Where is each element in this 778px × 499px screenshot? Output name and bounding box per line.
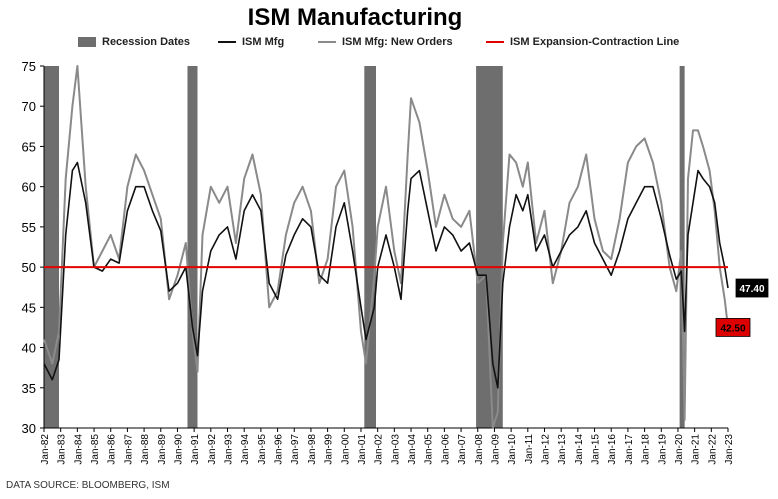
end-label-1: 42.50	[720, 323, 745, 334]
x-tick-label-15: Jan-97	[290, 434, 301, 465]
legend-item-expansion-line: ISM Expansion-Contraction Line	[486, 36, 679, 48]
legend-item-recession: Recession Dates	[78, 36, 190, 48]
x-tick-label-1: Jan-83	[57, 434, 68, 465]
y-tick-label-45: 45	[22, 300, 36, 315]
data-source-note: DATA SOURCE: BLOOMBERG, ISM	[6, 480, 170, 491]
x-tick-label-30: Jan-12	[540, 434, 551, 465]
y-tick-label-30: 30	[22, 421, 36, 436]
legend-item-ism-mfg: ISM Mfg	[218, 36, 284, 48]
x-tick-label-27: Jan-09	[490, 434, 501, 465]
legend-swatch-expansion-line	[486, 41, 504, 43]
series-line-new-orders	[43, 65, 729, 429]
x-tick-label-4: Jan-86	[107, 434, 118, 465]
y-tick-label-40: 40	[22, 341, 36, 356]
x-tick-label-23: Jan-05	[424, 434, 435, 465]
x-tick-label-20: Jan-02	[374, 434, 385, 465]
x-tick-label-35: Jan-17	[624, 434, 635, 465]
series-line-ism-mfg	[43, 161, 729, 389]
end-label-0: 47.40	[739, 284, 764, 295]
y-tick-label-65: 65	[22, 139, 36, 154]
y-tick-label-35: 35	[22, 381, 36, 396]
legend-swatch-new-orders	[318, 41, 336, 43]
x-tick-label-17: Jan-99	[324, 434, 335, 465]
x-tick-label-21: Jan-03	[390, 434, 401, 465]
x-tick-label-10: Jan-92	[207, 434, 218, 465]
x-tick-label-19: Jan-01	[357, 434, 368, 465]
legend-swatch-ism-mfg	[218, 41, 236, 43]
x-tick-label-8: Jan-90	[173, 434, 184, 465]
y-tick-label-50: 50	[22, 260, 36, 275]
x-tick-label-34: Jan-16	[607, 434, 618, 465]
x-tick-label-36: Jan-18	[641, 434, 652, 465]
x-tick-label-38: Jan-20	[674, 434, 685, 465]
x-tick-label-32: Jan-14	[574, 434, 585, 465]
x-tick-label-31: Jan-13	[557, 434, 568, 465]
y-tick-label-55: 55	[22, 220, 36, 235]
recession-band-4	[679, 66, 685, 428]
x-tick-label-5: Jan-87	[123, 434, 134, 465]
x-tick-label-29: Jan-11	[524, 434, 535, 464]
x-tick-label-14: Jan-96	[274, 434, 285, 465]
x-tick-label-28: Jan-10	[507, 434, 518, 465]
x-tick-label-0: Jan-82	[40, 434, 51, 465]
x-tick-label-18: Jan-00	[340, 434, 351, 465]
legend-label-expansion-line: ISM Expansion-Contraction Line	[510, 36, 680, 48]
x-tick-label-13: Jan-95	[257, 434, 268, 465]
x-tick-label-24: Jan-06	[440, 434, 451, 465]
x-tick-label-26: Jan-08	[474, 434, 485, 465]
legend-swatch-recession	[78, 37, 96, 47]
x-tick-label-12: Jan-94	[240, 434, 251, 465]
legend-label-new-orders: ISM Mfg: New Orders	[342, 36, 453, 48]
legend-label-ism-mfg: ISM Mfg	[242, 36, 285, 48]
end-label-box-0	[735, 278, 769, 298]
y-tick-label-75: 75	[22, 59, 36, 74]
x-tick-label-16: Jan-98	[307, 434, 318, 465]
recession-band-0	[44, 66, 60, 428]
legend-label-recession: Recession Dates	[102, 36, 191, 48]
x-tick-label-3: Jan-85	[90, 434, 101, 465]
x-tick-label-33: Jan-15	[591, 434, 602, 465]
x-tick-label-40: Jan-22	[707, 434, 718, 465]
x-tick-label-22: Jan-04	[407, 434, 418, 465]
end-label-box-1	[715, 318, 751, 337]
x-tick-label-41: Jan-23	[724, 434, 735, 465]
x-tick-label-9: Jan-91	[190, 434, 201, 465]
recession-band-2	[364, 66, 376, 428]
x-tick-label-11: Jan-93	[224, 434, 235, 465]
legend-item-new-orders: ISM Mfg: New Orders	[318, 36, 453, 48]
recession-band-1	[187, 66, 198, 428]
x-tick-label-39: Jan-21	[691, 434, 702, 465]
x-tick-label-37: Jan-19	[657, 434, 668, 465]
y-tick-label-70: 70	[22, 99, 36, 114]
x-tick-label-2: Jan-84	[73, 434, 84, 465]
chart-title: ISM Manufacturing	[247, 4, 463, 31]
x-tick-label-6: Jan-88	[140, 434, 151, 465]
x-tick-label-25: Jan-07	[457, 434, 468, 465]
y-tick-label-60: 60	[22, 180, 36, 195]
x-tick-label-7: Jan-89	[157, 434, 168, 465]
